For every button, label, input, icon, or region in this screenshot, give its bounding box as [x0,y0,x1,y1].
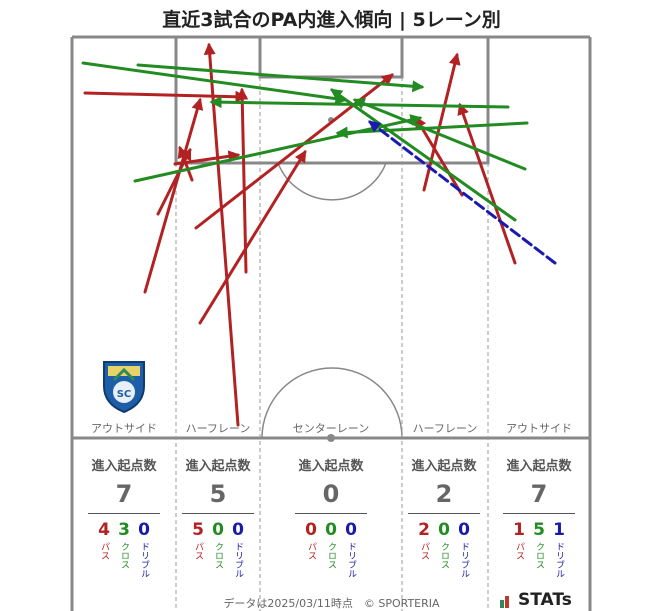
pass-count: 1 [513,520,525,540]
cross-count: 5 [533,520,545,540]
pass-count: 0 [305,520,317,540]
pass-arrow-11 [457,102,517,265]
pass-count: 2 [418,520,430,540]
dribble-arrow-20 [368,120,557,265]
arrows-layer [81,42,557,427]
lane-stats-1: 進入起点数 7 4 パス 3 クロス 0 ドリブル [86,440,162,578]
lane-total: 5 [209,480,227,508]
lane-labels: アウトサイド ハーフレーン センターレーン ハーフレーン アウトサイド [91,422,572,435]
cross-label: クロス [119,542,129,569]
dribble-label: ドリブル [346,542,356,578]
pass-arrow-12 [414,115,464,197]
pass-arrow-10 [422,52,461,192]
cross-arrow-16 [352,98,527,171]
lane-total: 7 [530,480,548,508]
cross-label: クロス [439,542,449,569]
pass-count: 4 [98,520,110,540]
lane-total: 7 [115,480,133,508]
pass-arrow-8 [83,90,248,103]
lane-dividers [175,77,489,611]
svg-text:SC: SC [117,389,132,400]
cross-arrow-18 [330,88,517,222]
footer-note: データは2025/03/11時点 © SPORTERIA [223,597,440,610]
dribble-label: ドリブル [233,542,243,578]
pass-arrow-4 [236,87,249,274]
lane-stats-2: 進入起点数 5 5 パス 0 クロス 0 ドリブル [180,440,256,578]
lane-head: 進入起点数 [185,459,251,474]
lane-label-3: センターレーン [293,422,369,435]
pass-count: 5 [192,520,204,540]
cross-label: クロス [213,542,223,569]
brand-logo: STATs [518,590,572,610]
lane-total: 0 [322,480,340,508]
dribble-count: 1 [553,520,565,540]
cross-arrow-13 [136,63,425,93]
dribble-count: 0 [138,520,150,540]
lane-total: 2 [435,480,453,508]
cross-count: 3 [118,520,130,540]
pass-label: パス [306,542,316,560]
lane-head: 進入起点数 [506,459,572,474]
lane-label-1: アウトサイド [91,422,157,435]
pass-label: パス [419,542,429,560]
pass-label: パス [99,542,109,560]
lane-label-2: ハーフレーン [186,422,251,435]
pass-arrow-2 [198,149,307,325]
center-spot [327,434,335,442]
lane-head: 進入起点数 [411,459,477,474]
pass-arrow-9 [173,150,241,166]
lane-stats-5: 進入起点数 7 1 パス 5 クロス 1 ドリブル [501,440,577,578]
team-crest-icon: SC [103,361,145,414]
dribble-label: ドリブル [139,542,149,578]
lane-label-5: アウトサイド [506,422,572,435]
dribble-label: ドリブル [459,542,469,578]
cross-count: 0 [212,520,224,540]
cross-label: クロス [326,542,336,569]
chart-title: 直近3試合のPA内進入傾向 | 5レーン別 [162,9,501,31]
cross-count: 0 [438,520,450,540]
stats-logo-icon [500,596,509,608]
pass-arrow-1 [203,42,240,427]
cross-count: 0 [325,520,337,540]
lane-head: 進入起点数 [298,459,364,474]
pass-arrow-6 [177,145,194,182]
dribble-label: ドリブル [554,542,564,578]
cross-label: クロス [534,542,544,569]
pass-label: パス [514,542,524,560]
lane-stats-4: 進入起点数 2 2 パス 0 クロス 0 ドリブル [406,440,482,578]
pass-label: パス [193,542,203,560]
pass-arrow-3 [143,97,204,294]
lane-stats-3: 進入起点数 0 0 パス 0 クロス 0 ドリブル [292,440,370,578]
dribble-count: 0 [232,520,244,540]
dribble-count: 0 [345,520,357,540]
lane-label-4: ハーフレーン [413,422,478,435]
cross-arrow-14 [81,61,348,105]
dribble-count: 0 [458,520,470,540]
lane-head: 進入起点数 [91,459,157,474]
